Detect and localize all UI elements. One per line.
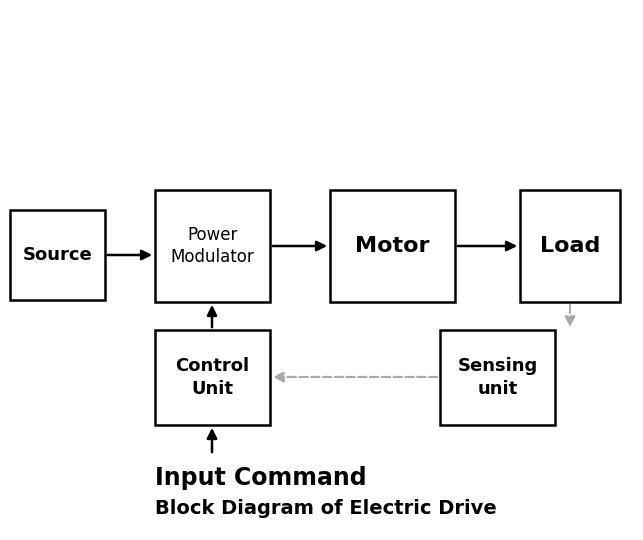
Text: Control
Unit: Control Unit bbox=[176, 357, 249, 397]
Text: Motor: Motor bbox=[355, 236, 430, 256]
Bar bbox=[10, 210, 105, 300]
Text: Source: Source bbox=[23, 246, 93, 264]
Text: Load: Load bbox=[540, 236, 600, 256]
Text: Block Diagram of Electric Drive: Block Diagram of Electric Drive bbox=[155, 498, 497, 517]
Bar bbox=[155, 330, 270, 425]
Text: Power
Modulator: Power Modulator bbox=[170, 226, 255, 266]
Bar bbox=[155, 190, 270, 302]
Bar bbox=[330, 190, 455, 302]
Text: Input Command: Input Command bbox=[155, 466, 367, 490]
Bar bbox=[440, 330, 555, 425]
Bar bbox=[520, 190, 620, 302]
Text: Sensing
unit: Sensing unit bbox=[457, 357, 538, 397]
